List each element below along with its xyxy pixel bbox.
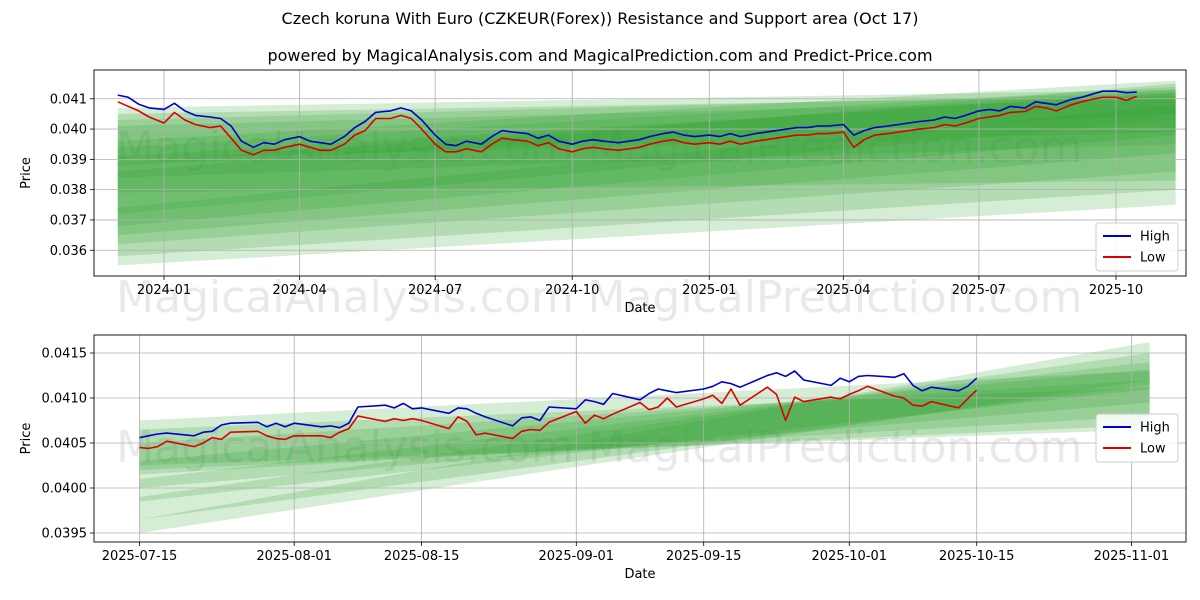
support-resistance-band <box>117 104 1176 266</box>
support-resistance-band <box>117 80 1176 214</box>
y-tick-label: 0.038 <box>50 183 87 198</box>
support-resistance-band <box>139 342 1150 533</box>
x-tick-label: 2024-04 <box>272 283 326 298</box>
y-tick-label: 0.039 <box>50 153 87 168</box>
x-tick-label: 2025-10-01 <box>812 549 888 564</box>
x-tick-label: 2025-08-15 <box>384 549 460 564</box>
watermark-text: MagicalAnalysis.com <box>116 122 574 173</box>
y-tick-label: 0.0415 <box>42 347 88 362</box>
watermark-text: MagicalAnalysis.com <box>116 272 574 323</box>
legend: High Low <box>1095 413 1179 463</box>
x-tick-label: 2024-07 <box>408 283 462 298</box>
legend-label-low: Low <box>1140 251 1166 266</box>
series-line-low <box>117 95 1138 156</box>
y-axis-label: Price <box>19 157 34 189</box>
chart-subtitle: powered by MagicalAnalysis.com and Magic… <box>267 46 933 65</box>
x-tick-label: 2025-09-01 <box>539 549 615 564</box>
x-tick-label: 2025-11-01 <box>1094 549 1170 564</box>
series-line-high <box>117 90 1137 149</box>
support-resistance-band <box>139 380 1150 475</box>
x-tick-label: 2025-10-15 <box>939 549 1015 564</box>
legend-label-high: High <box>1140 230 1170 245</box>
x-tick-label: 2024-01 <box>137 283 191 298</box>
support-resistance-band <box>139 371 1150 470</box>
series-line-low <box>139 385 978 450</box>
y-tick-label: 0.0395 <box>42 527 88 542</box>
x-tick-label: 2025-04 <box>816 283 870 298</box>
legend-label-low: Low <box>1140 442 1166 457</box>
y-tick-label: 0.040 <box>50 123 87 138</box>
x-tick-label: 2025-07 <box>952 283 1006 298</box>
legend: High Low <box>1095 222 1179 272</box>
watermark-text: MagicalPrediction.com <box>588 122 1083 173</box>
x-tick-label: 2025-09-15 <box>666 549 742 564</box>
x-tick-label: 2025-08-01 <box>256 549 332 564</box>
x-axis-label: Date <box>624 567 655 582</box>
legend-label-high: High <box>1140 421 1170 436</box>
support-resistance-band <box>139 353 1150 520</box>
y-tick-label: 0.0410 <box>42 392 88 407</box>
y-tick-label: 0.0405 <box>42 437 88 452</box>
chart-1: MagicalAnalysis.com MagicalPrediction.com… <box>19 69 1187 323</box>
chart-2: MagicalAnalysis.com MagicalPrediction.com… <box>19 334 1187 582</box>
support-resistance-band <box>117 89 1176 245</box>
x-tick-label: 2025-07-15 <box>102 549 178 564</box>
plot-frame <box>93 69 1187 277</box>
plot-frame <box>93 334 1187 543</box>
y-tick-label: 0.0400 <box>42 482 88 497</box>
y-tick-label: 0.041 <box>50 92 87 107</box>
support-resistance-band <box>139 369 1150 488</box>
bands-group <box>139 342 1150 533</box>
y-axis-label: Price <box>19 423 34 455</box>
x-tick-label: 2025-10 <box>1089 283 1143 298</box>
watermark-text: MagicalPrediction.com <box>588 272 1083 323</box>
support-resistance-band <box>139 387 1150 466</box>
support-resistance-band <box>117 86 1176 226</box>
x-axis-label: Date <box>624 301 655 316</box>
series-line-high <box>139 370 978 439</box>
support-resistance-band <box>117 83 1176 257</box>
support-resistance-band <box>117 89 1176 193</box>
x-tick-label: 2024-10 <box>545 283 599 298</box>
chart-title: Czech koruna With Euro (CZKEUR(Forex)) R… <box>281 9 919 28</box>
y-tick-label: 0.037 <box>50 213 87 228</box>
watermark-text: MagicalPrediction.com <box>588 422 1083 473</box>
support-resistance-band <box>117 92 1176 236</box>
x-tick-label: 2025-01 <box>682 283 736 298</box>
bands-group <box>117 80 1176 266</box>
y-tick-label: 0.036 <box>50 244 87 259</box>
